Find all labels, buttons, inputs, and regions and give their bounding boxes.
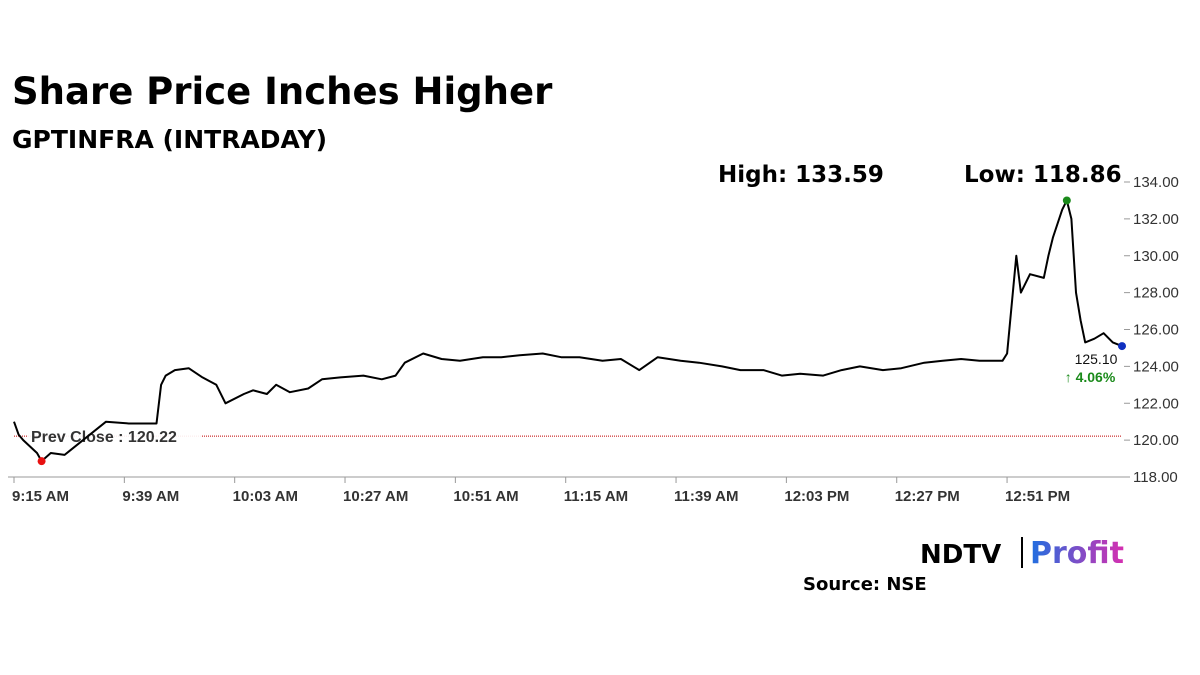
y-tick-label: 128.00 bbox=[1133, 285, 1179, 302]
y-tick-label: 134.00 bbox=[1133, 174, 1179, 191]
last-marker bbox=[1118, 342, 1126, 351]
low-marker bbox=[37, 457, 46, 466]
y-tick-label: 132.00 bbox=[1133, 211, 1179, 228]
x-tick-label: 9:15 AM bbox=[12, 488, 69, 505]
x-tick-label: 12:27 PM bbox=[895, 488, 960, 505]
high-label: High: 133.59 bbox=[718, 162, 884, 188]
high-marker bbox=[1062, 196, 1071, 205]
prev-close-label: Prev Close : 120.22 bbox=[31, 429, 177, 446]
x-tick-label: 10:51 AM bbox=[453, 488, 518, 505]
x-tick-label: 11:39 AM bbox=[674, 488, 738, 505]
x-tick-label: 12:51 PM bbox=[1005, 488, 1070, 505]
logo-product: Profit bbox=[1030, 536, 1124, 571]
chart-title: Share Price Inches Higher bbox=[12, 70, 553, 113]
x-tick-label: 12:03 PM bbox=[784, 488, 849, 505]
y-tick-label: 130.00 bbox=[1133, 248, 1179, 265]
prev-close-bg bbox=[28, 423, 202, 444]
x-tick-label: 10:03 AM bbox=[233, 488, 298, 505]
y-tick-label: 120.00 bbox=[1133, 432, 1179, 449]
y-tick-label: 122.00 bbox=[1133, 395, 1179, 412]
y-tick-label: 118.00 bbox=[1133, 469, 1178, 486]
y-tick-label: 124.00 bbox=[1133, 358, 1179, 375]
change-label: ↑ 4.06% bbox=[1065, 369, 1116, 385]
last-value-label: 125.10 bbox=[1075, 351, 1118, 367]
x-tick-label: 10:27 AM bbox=[343, 488, 408, 505]
source: Source: NSE bbox=[803, 574, 927, 595]
logo-brand: NDTV bbox=[920, 540, 1001, 570]
x-tick-label: 9:39 AM bbox=[122, 488, 179, 505]
x-tick-label: 11:15 AM bbox=[564, 488, 628, 505]
y-tick-label: 126.00 bbox=[1133, 322, 1179, 339]
low-label: Low: 118.86 bbox=[964, 162, 1122, 188]
chart-subtitle: GPTINFRA (INTRADAY) bbox=[12, 125, 327, 154]
price-line bbox=[13, 199, 1123, 463]
